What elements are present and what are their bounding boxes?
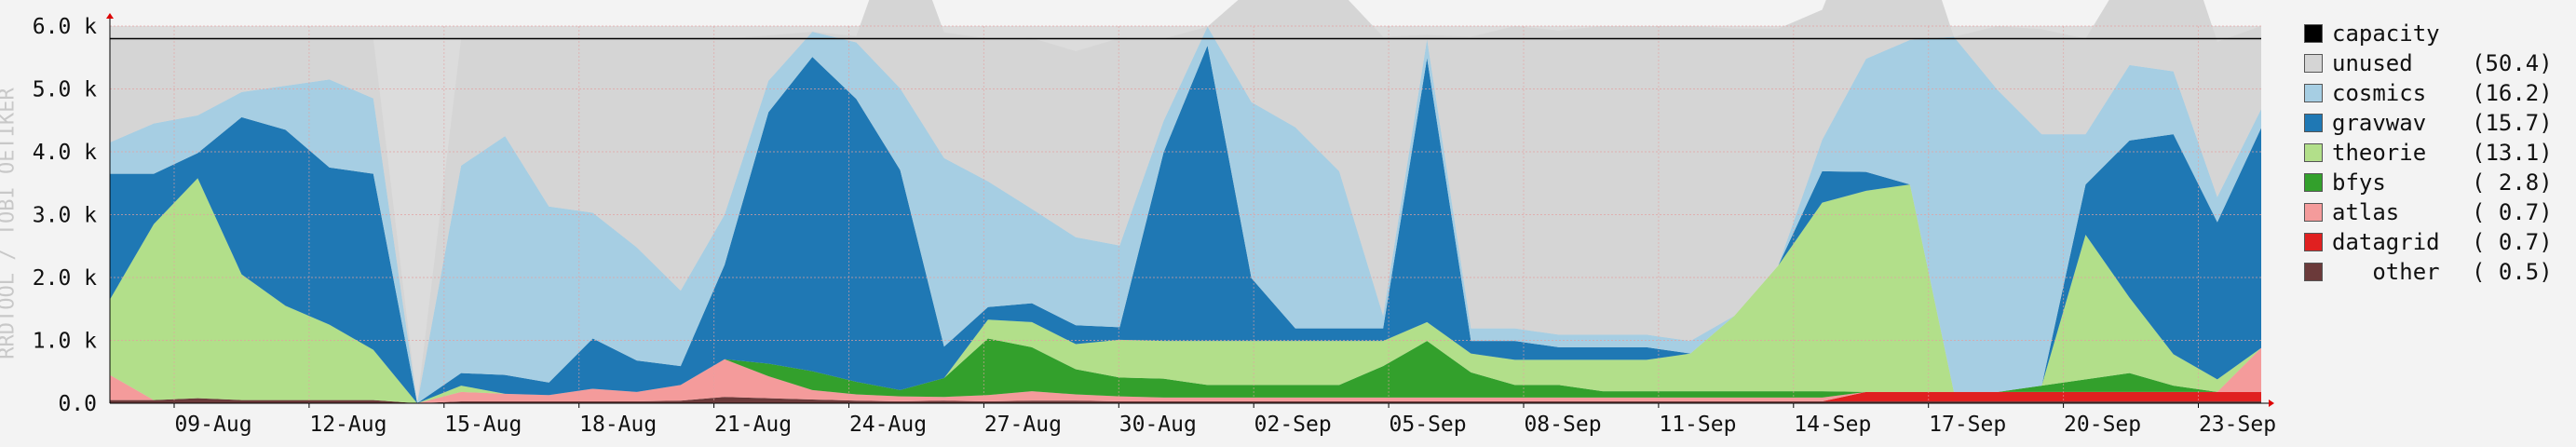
y-axis-label-container: RRDTOOL / TOBI OETIKER	[0, 0, 35, 447]
legend-swatch	[2304, 114, 2323, 132]
series-area-cosmics	[110, 26, 2261, 404]
y-axis-label: RRDTOOL / TOBI OETIKER	[0, 88, 20, 359]
legend-label: gravwav	[2332, 110, 2427, 136]
legend-swatch	[2304, 24, 2323, 43]
axes	[106, 13, 2274, 407]
x-tick-label: 21-Aug	[714, 413, 792, 437]
legend-value: (50.4)	[2472, 50, 2553, 76]
y-tick-label: 1.0 k	[33, 330, 97, 354]
y-tick-label: 2.0 k	[33, 266, 97, 291]
series-area-gravwav	[110, 45, 2261, 404]
legend-value: ( 2.8)	[2472, 169, 2553, 196]
legend-label: unused	[2332, 50, 2413, 76]
legend-item-atlas: atlas ( 0.7)	[2304, 197, 2553, 227]
legend: capacity unused (50.4) cosmics (16.2) gravwav…	[2304, 19, 2553, 287]
stacked-areas	[110, 0, 2261, 404]
legend-swatch	[2304, 233, 2323, 251]
x-tick-label: 24-Aug	[849, 413, 927, 437]
legend-item-theorie: theorie (13.1)	[2304, 138, 2553, 168]
legend-item-unused: unused (50.4)	[2304, 48, 2553, 78]
x-tick-labels: 09-Aug 12-Aug 15-Aug 18-Aug 21-Aug 24-Aug 27-A…	[173, 403, 2276, 437]
legend-swatch	[2304, 173, 2323, 192]
legend-label: cosmics	[2332, 80, 2427, 106]
legend-item-other: other ( 0.5)	[2304, 257, 2553, 287]
legend-value: ( 0.7)	[2472, 229, 2553, 255]
legend-item-cosmics: cosmics (16.2)	[2304, 78, 2553, 108]
series-area-unused	[110, 0, 2261, 403]
x-tick-label: 17-Sep	[1929, 413, 2006, 437]
x-tick-label: 08-Sep	[1524, 413, 1601, 437]
y-tick-labels: 0.0 1.0 k 2.0 k 3.0 k 4.0 k 5.0 k 6.0 k	[33, 15, 97, 416]
legend-item-capacity: capacity	[2304, 19, 2553, 48]
legend-label: theorie	[2332, 140, 2427, 166]
y-tick-label: 3.0 k	[33, 204, 97, 228]
legend-item-bfys: bfys ( 2.8)	[2304, 168, 2553, 197]
y-tick-label: 6.0 k	[33, 15, 97, 39]
y-tick-label: 4.0 k	[33, 141, 97, 165]
legend-value: (15.7)	[2472, 110, 2553, 136]
grid-lines	[110, 25, 2261, 404]
legend-label: capacity	[2332, 20, 2440, 47]
legend-value: ( 0.7)	[2472, 199, 2553, 225]
legend-swatch	[2304, 263, 2323, 281]
legend-label: other	[2332, 259, 2440, 285]
legend-value: (16.2)	[2472, 80, 2553, 106]
series-area-datagrid	[110, 391, 2261, 403]
x-tick-label: 27-Aug	[984, 413, 1062, 437]
x-tick-label: 05-Sep	[1390, 413, 1467, 437]
x-tick-label: 12-Aug	[309, 413, 386, 437]
legend-swatch	[2304, 54, 2323, 73]
y-tick-label: 0.0	[58, 392, 97, 416]
legend-value: ( 0.5)	[2472, 259, 2553, 285]
x-tick-label: 02-Sep	[1254, 413, 1332, 437]
x-tick-label: 23-Sep	[2199, 413, 2276, 437]
series-area-other	[110, 397, 2261, 403]
x-tick-label: 20-Sep	[2064, 413, 2141, 437]
series-area-bfys	[110, 338, 2261, 403]
y-axis-arrow	[106, 13, 114, 19]
y-tick-label: 5.0 k	[33, 78, 97, 102]
x-tick-label: 09-Aug	[174, 413, 251, 437]
x-tick-label: 30-Aug	[1119, 413, 1197, 437]
legend-label: bfys	[2332, 169, 2386, 196]
series-area-theorie	[110, 178, 2261, 403]
x-tick-label: 11-Sep	[1659, 413, 1736, 437]
legend-label: atlas	[2332, 199, 2400, 225]
legend-swatch	[2304, 84, 2323, 102]
x-axis-arrow	[2269, 400, 2274, 407]
legend-item-gravwav: gravwav (15.7)	[2304, 108, 2553, 138]
x-tick-label: 18-Aug	[579, 413, 657, 437]
legend-item-datagrid: datagrid ( 0.7)	[2304, 227, 2553, 257]
legend-value: (13.1)	[2472, 140, 2553, 166]
x-tick-label: 14-Sep	[1794, 413, 1871, 437]
legend-swatch	[2304, 203, 2323, 222]
legend-swatch	[2304, 143, 2323, 162]
legend-label: datagrid	[2332, 229, 2440, 255]
x-tick-label: 15-Aug	[444, 413, 522, 437]
